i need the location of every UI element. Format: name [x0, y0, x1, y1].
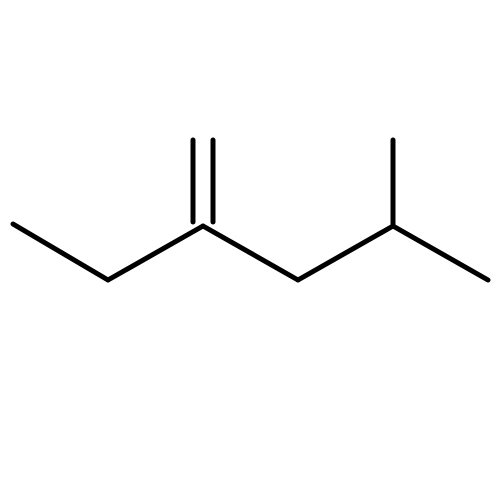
bond-1 [108, 226, 203, 280]
bond-4 [393, 226, 488, 280]
bond-2 [203, 226, 298, 280]
bond-0 [13, 224, 108, 280]
bond-3 [298, 226, 393, 280]
bonds-group [13, 140, 488, 280]
molecule-diagram [0, 0, 500, 500]
